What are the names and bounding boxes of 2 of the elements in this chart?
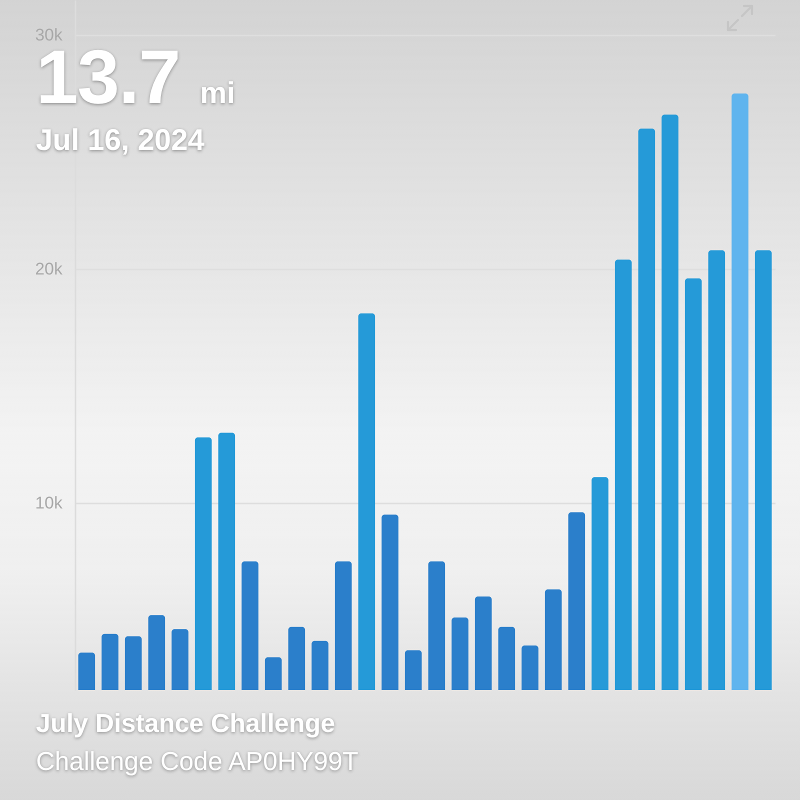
y-tick-label: 10k [35,493,63,512]
y-tick-label: 20k [35,259,63,278]
